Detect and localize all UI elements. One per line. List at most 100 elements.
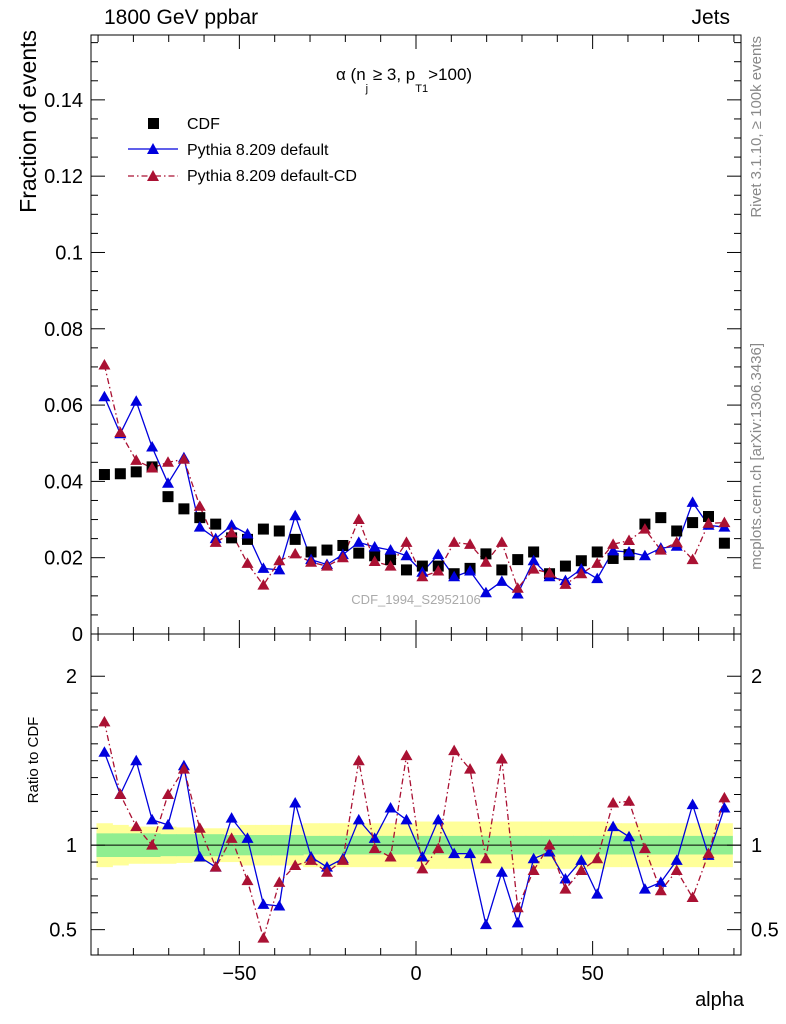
ratio-default-point xyxy=(257,898,270,909)
ratio-default-cd-point xyxy=(464,763,477,774)
ratio-default-point xyxy=(241,832,254,843)
default-point xyxy=(162,477,175,488)
ratio-default-cd-point xyxy=(114,788,127,799)
ratio-default-point xyxy=(193,851,206,862)
header-right: Jets xyxy=(691,6,730,29)
ratio-y-label: Ratio to CDF xyxy=(25,717,42,804)
cdf-point xyxy=(353,547,365,559)
cdf-point xyxy=(194,512,206,524)
title-sub-j: j xyxy=(365,83,368,95)
ratio-default-cd-point xyxy=(559,883,572,894)
default-cd-point xyxy=(225,526,238,538)
cdf-point xyxy=(226,532,238,544)
default-point xyxy=(289,509,302,521)
ratio-default-cd-point xyxy=(718,791,731,803)
ratio-default-cd-point xyxy=(273,876,286,887)
title-sub-t1: T1 xyxy=(415,83,428,95)
default-point xyxy=(607,544,620,556)
series-line-default-cd xyxy=(103,364,725,590)
ratio-y-tick-label: 2 xyxy=(66,666,77,688)
ratio-y-tick-label-right: 1 xyxy=(751,835,762,857)
default-cd-point xyxy=(670,536,683,547)
ratio-default-cd-point xyxy=(400,749,413,761)
default-point xyxy=(495,575,508,586)
ratio-default-point xyxy=(416,851,429,862)
ratio-default-cd-point xyxy=(511,901,524,913)
default-cd-point xyxy=(177,453,190,464)
y-tick-label: 0.06 xyxy=(44,395,83,417)
ratio-default-cd-point xyxy=(591,852,604,864)
default-point xyxy=(527,554,540,566)
ratio-default-cd-point xyxy=(670,864,683,876)
legend-label-cdf: CDF xyxy=(187,116,220,133)
default-cd-point xyxy=(320,560,333,571)
cdf-point xyxy=(480,548,492,560)
ratio-default-point xyxy=(718,802,731,813)
ratio-default-point xyxy=(368,832,381,843)
ratio-default-cd-point xyxy=(638,842,651,854)
ratio-default-point xyxy=(400,813,413,825)
y-tick-label: 0.12 xyxy=(44,166,83,188)
ratio-default-point xyxy=(289,796,302,808)
default-cd-point xyxy=(543,566,556,578)
default-cd-point xyxy=(336,551,349,563)
default-cd-point xyxy=(686,553,699,565)
ratio-default-cd-point xyxy=(448,744,461,756)
ratio-default-cd-point xyxy=(98,715,111,727)
ratio-default-point xyxy=(273,900,286,911)
default-cd-point xyxy=(257,579,270,590)
y-tick-label: 0.08 xyxy=(44,319,83,341)
cdf-point xyxy=(178,503,190,515)
default-cd-point xyxy=(400,536,413,547)
cdf-point xyxy=(416,560,428,572)
default-cd-point xyxy=(209,536,222,547)
default-cd-point xyxy=(575,567,588,579)
default-cd-point xyxy=(305,556,318,567)
cdf-point xyxy=(385,554,397,566)
default-cd-point xyxy=(448,536,461,547)
default-point xyxy=(384,544,397,555)
cdf-point xyxy=(575,555,587,567)
default-cd-point xyxy=(495,536,508,547)
cdf-point xyxy=(98,469,110,481)
legend-marker-cd xyxy=(147,170,159,181)
cdf-point xyxy=(114,468,126,480)
legend-label-cd: Pythia 8.209 default-CD xyxy=(187,168,357,185)
cdf-point xyxy=(718,537,730,549)
ratio-default-cd-point xyxy=(527,864,540,876)
y-tick-label: 0 xyxy=(72,624,83,646)
main-plot-title: α (nj ≥ 3, pT1>100) xyxy=(336,65,472,95)
cdf-point xyxy=(400,564,412,576)
y-tick-label: 0.1 xyxy=(55,242,83,264)
ratio-y-tick-label-right: 0.5 xyxy=(751,920,779,942)
default-point xyxy=(479,586,492,598)
x-tick-label: −50 xyxy=(222,963,256,985)
default-cd-point xyxy=(607,538,620,549)
cdf-point xyxy=(210,518,222,530)
cdf-point xyxy=(289,533,301,545)
default-cd-point xyxy=(114,426,127,438)
legend-marker-cdf xyxy=(148,118,159,129)
legend-label-default: Pythia 8.209 default xyxy=(187,142,329,159)
ratio-default-point xyxy=(464,847,477,859)
rivet-label: Rivet 3.1.10, ≥ 100k events xyxy=(748,36,765,218)
ratio-default-point xyxy=(670,854,683,865)
cdf-point xyxy=(257,523,269,535)
y-tick-label: 0.02 xyxy=(44,548,83,570)
title-prefix: α (n xyxy=(336,65,366,84)
ratio-line-default-cd xyxy=(103,721,726,941)
y-tick-label: 0.04 xyxy=(44,471,83,493)
legend-marker-default xyxy=(147,143,159,154)
ratio-default-cd-point xyxy=(702,847,715,859)
cdf-point xyxy=(703,510,714,522)
title-mid: ≥ 3, p xyxy=(368,65,415,84)
cdf-point xyxy=(655,512,667,524)
x-axis-label: alpha xyxy=(695,989,745,1011)
ratio-default-point xyxy=(638,883,651,894)
ratio-default-cd-point xyxy=(495,753,508,764)
ratio-default-cd-point xyxy=(623,795,636,806)
cdf-point xyxy=(496,564,508,576)
default-cd-point xyxy=(98,359,111,370)
default-point xyxy=(432,548,445,560)
header-left: 1800 GeV ppbar xyxy=(104,6,259,29)
